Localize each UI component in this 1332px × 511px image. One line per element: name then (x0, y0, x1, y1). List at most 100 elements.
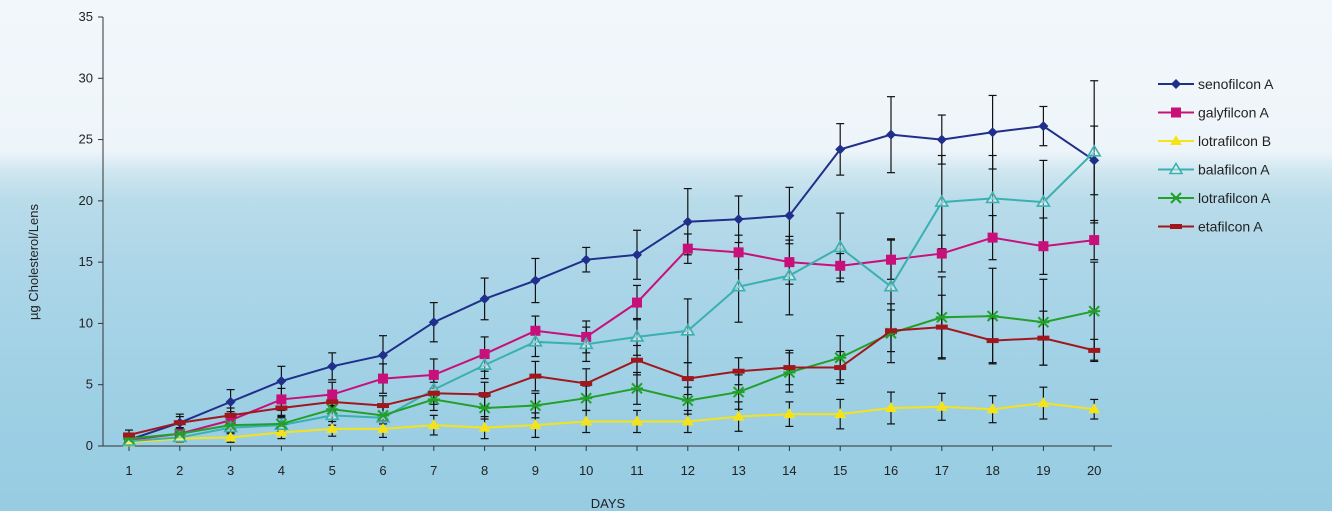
x-tick-label: 11 (630, 463, 644, 478)
series-lotrafilcon-b (123, 397, 1101, 447)
data-point-diamond (327, 361, 338, 372)
legend-label: lotrafilcon B (1198, 133, 1271, 149)
series-galyfilcon-a (124, 232, 1100, 445)
series-layer (121, 121, 1102, 447)
data-point-star (986, 310, 999, 322)
x-tick-label: 1 (125, 463, 132, 478)
x-tick-label: 14 (782, 463, 796, 478)
data-point-dash (427, 390, 440, 396)
data-point-dash (1088, 347, 1101, 353)
data-point-star (631, 382, 643, 395)
data-point-diamond (530, 275, 541, 286)
data-point-diamond (479, 293, 490, 304)
data-point-diamond (936, 134, 947, 145)
data-point-dash (580, 380, 593, 386)
data-point-open-triangle (527, 334, 543, 347)
data-point-square (682, 243, 693, 254)
data-point-dash (1037, 335, 1050, 341)
series-line (128, 151, 1095, 443)
data-point-dash (631, 357, 643, 363)
series-etafilcon-a (123, 324, 1101, 438)
data-point-star (173, 428, 186, 440)
x-tick-label: 3 (227, 463, 234, 478)
data-point-square (276, 394, 287, 405)
data-point-triangle (986, 403, 999, 414)
data-point-diamond (987, 127, 998, 138)
series-line (128, 402, 1095, 444)
x-tick-label: 9 (532, 463, 539, 478)
data-point-triangle (580, 415, 593, 426)
series-lotrafilcon-a (123, 305, 1101, 445)
data-point-diamond (733, 214, 744, 225)
data-point-open-triangle (1035, 194, 1051, 207)
data-point-square (886, 254, 896, 265)
data-point-diamond (428, 317, 439, 328)
x-tick-label: 12 (681, 463, 695, 478)
legend-label: etafilcon A (1198, 219, 1263, 235)
data-point-dash (173, 420, 186, 426)
x-tick-label: 13 (731, 463, 745, 478)
data-point-dash (123, 432, 135, 438)
series-balafilcon-a (121, 144, 1102, 446)
data-point-square (632, 297, 642, 308)
x-tick-label: 10 (579, 463, 593, 478)
data-point-triangle (427, 419, 440, 430)
data-point-star (377, 409, 389, 422)
x-tick-label: 17 (935, 463, 949, 478)
y-tick-label: 25 (79, 132, 93, 147)
data-point-open-triangle (883, 279, 899, 292)
data-point-open-triangle (1168, 161, 1184, 175)
data-point-square (784, 257, 795, 268)
data-point-triangle (123, 436, 135, 447)
data-point-dash (529, 373, 542, 379)
data-point-diamond (1171, 79, 1181, 89)
data-point-dash (885, 328, 897, 334)
data-point-diamond (632, 249, 642, 260)
y-tick-label: 35 (79, 9, 93, 24)
data-point-triangle (935, 400, 948, 411)
legend-item: galyfilcon A (1158, 105, 1269, 121)
y-tick-label: 15 (79, 254, 93, 269)
data-point-square (479, 349, 490, 360)
data-point-square (1171, 107, 1181, 118)
x-tick-label: 16 (884, 463, 898, 478)
data-point-diamond (1089, 155, 1100, 166)
series-line (128, 236, 1095, 441)
legend: senofilcon A galyfilcon A lotrafilcon B bal… (1158, 76, 1274, 235)
error-bars (125, 80, 1099, 446)
x-tick-label: 15 (833, 463, 847, 478)
data-point-open-triangle (731, 279, 747, 292)
data-point-dash (326, 399, 339, 405)
data-point-dash (732, 368, 745, 374)
data-point-diamond (1038, 121, 1049, 132)
data-point-triangle (1170, 135, 1182, 145)
data-point-diamond (276, 376, 287, 387)
data-point-star (478, 402, 491, 414)
data-point-star (275, 418, 288, 430)
data-point-star (427, 393, 440, 406)
data-point-dash (1170, 224, 1182, 229)
data-point-square (1038, 241, 1049, 252)
series-line (128, 326, 1095, 436)
data-point-dash (275, 405, 288, 411)
data-point-open-triangle (680, 323, 696, 336)
data-point-open-triangle (1086, 144, 1102, 157)
data-point-diamond (682, 216, 693, 227)
data-point-dash (377, 403, 389, 409)
y-tick-label: 30 (79, 70, 93, 85)
data-point-star (224, 419, 237, 431)
data-point-open-triangle (324, 407, 340, 421)
x-tick-label: 4 (278, 463, 285, 478)
legend-item: lotrafilcon B (1158, 133, 1271, 149)
data-point-open-triangle (578, 336, 594, 350)
data-point-diamond (225, 396, 236, 407)
data-point-dash (224, 412, 237, 418)
data-point-dash (478, 392, 491, 398)
data-point-open-triangle (781, 268, 797, 281)
x-tick-label: 19 (1036, 463, 1050, 478)
x-axis-title: DAYS (591, 496, 626, 511)
x-tick-label: 7 (430, 463, 437, 478)
data-point-star (1037, 316, 1050, 328)
data-point-triangle (478, 421, 491, 432)
data-point-square (1089, 235, 1100, 246)
